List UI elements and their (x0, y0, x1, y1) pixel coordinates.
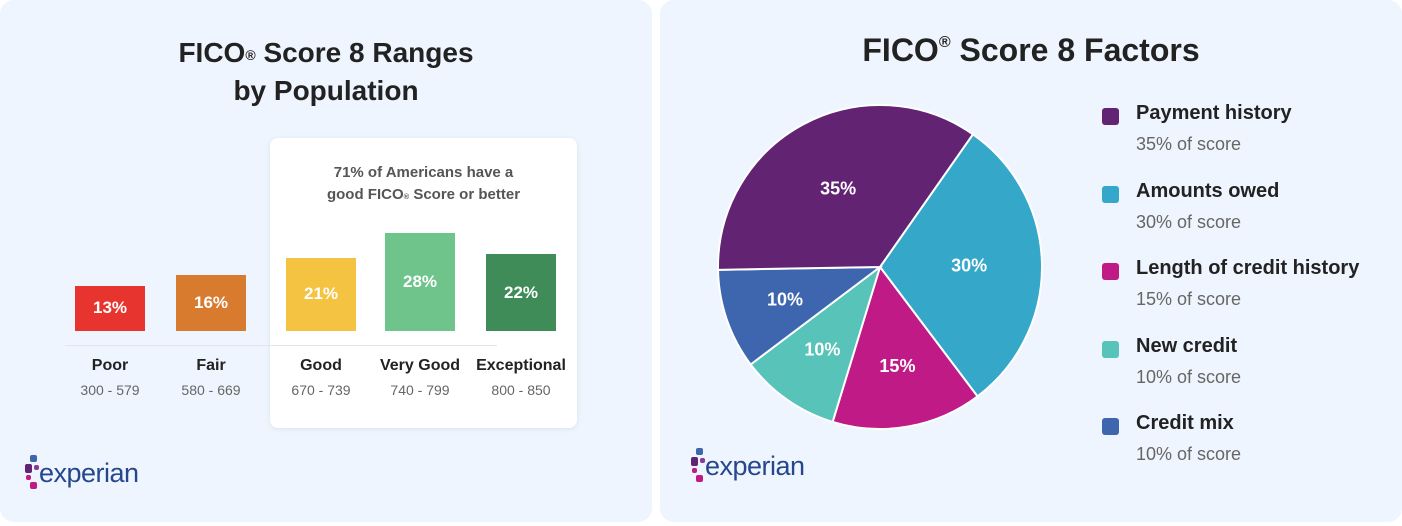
legend-swatch (1102, 263, 1119, 280)
legend-name: Payment history (1136, 102, 1292, 124)
legend-share: 10% of score (1136, 444, 1242, 464)
legend-swatch (1102, 418, 1119, 435)
logo-dots-icon (25, 455, 39, 489)
legend-share: 15% of score (1136, 289, 1242, 309)
score-range: 740 - 799 (390, 382, 450, 398)
score-range: 670 - 739 (291, 382, 351, 398)
card-annotation: 71% of Americans have a good FICO® Score … (326, 164, 521, 203)
score-range: 580 - 669 (181, 382, 241, 398)
category-label: Very Good (379, 357, 461, 374)
factors-pie-chart: 30% 15% 10% 10% 35% (717, 104, 1043, 430)
logo-dots-icon (691, 448, 705, 482)
slice-label: 35% (820, 178, 856, 198)
bar-label: 28% (402, 272, 438, 291)
category-label: Exceptional (476, 357, 566, 374)
experian-logo: experian (25, 455, 139, 489)
logo-wordmark: experian (705, 451, 805, 481)
slice-label: 30% (951, 255, 987, 275)
bar-label: 22% (503, 282, 539, 302)
legend-swatch (1102, 185, 1119, 203)
legend-name: Length of credit history (1136, 257, 1360, 279)
bar-label: 21% (303, 284, 339, 304)
bar-very-good: 28% (385, 233, 455, 331)
legend-swatch (1102, 108, 1119, 125)
slice-label: 10% (804, 339, 840, 359)
factors-chart-title: FICO® Score 8 Factors (862, 32, 1200, 68)
legend-share: 30% of score (1136, 211, 1242, 232)
bar-poor: 13% (75, 285, 145, 331)
logo-wordmark: experian (39, 458, 139, 488)
category-label: Good (300, 357, 342, 374)
slice-label: 10% (767, 290, 803, 310)
ranges-chart-title: FICO® Score 8 Ranges by Population (178, 37, 474, 106)
category-label: Fair (196, 357, 226, 374)
bar-good: 21% (286, 257, 356, 331)
baseline (65, 345, 497, 346)
bar-fair: 16% (176, 275, 246, 331)
pie-slice-amounts-owed (878, 132, 1043, 398)
slice-label: 15% (879, 356, 915, 376)
population-panel: FICO® Score 8 Ranges by Population 71% of… (0, 0, 652, 522)
bar-label: 13% (92, 298, 128, 318)
category-label: Poor (91, 357, 129, 374)
experian-logo: experian (691, 448, 805, 482)
score-range: 800 - 850 (491, 382, 551, 398)
pie-slice-length-of-credit-history (831, 264, 979, 430)
legend-name: New credit (1136, 334, 1238, 357)
legend-name: Amounts owed (1136, 179, 1280, 202)
legend-name: Credit mix (1136, 412, 1234, 434)
legend-swatch (1102, 340, 1119, 358)
pie-slice-credit-mix (717, 265, 884, 366)
pie-slice-payment-history (717, 104, 975, 271)
bar-label: 16% (193, 293, 229, 312)
legend-share: 10% of score (1136, 366, 1242, 387)
pie-slice-new-credit (749, 264, 882, 424)
bar-exceptional: 22% (486, 254, 556, 331)
legend-share: 35% of score (1136, 134, 1242, 154)
score-range: 300 - 579 (80, 382, 140, 398)
